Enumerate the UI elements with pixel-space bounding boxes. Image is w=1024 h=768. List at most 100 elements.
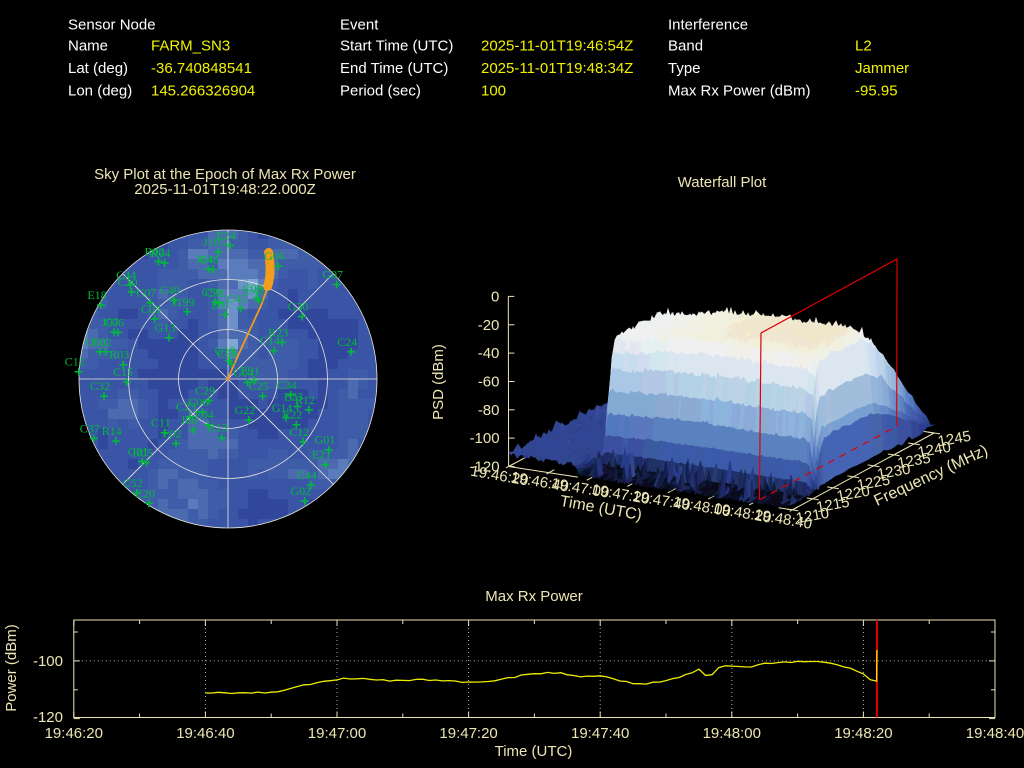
svg-text:G30: G30 [288, 300, 309, 314]
svg-text:E21: E21 [312, 448, 331, 462]
svg-text:C29: C29 [195, 384, 215, 398]
svg-text:19:48:00: 19:48:00 [703, 725, 761, 742]
svg-text:G19: G19 [215, 344, 236, 358]
svg-text:-120: -120 [33, 709, 63, 726]
svg-text:C12: C12 [65, 355, 85, 369]
svg-text:G02: G02 [290, 484, 311, 498]
svg-text:1210: 1210 [795, 505, 831, 528]
svg-text:Time (UTC): Time (UTC) [495, 743, 573, 760]
svg-text:1240: 1240 [916, 439, 952, 462]
svg-text:End Time (UTC): End Time (UTC) [340, 60, 448, 77]
svg-text:G06: G06 [264, 249, 285, 263]
svg-text:E01: E01 [211, 298, 230, 312]
svg-text:C31: C31 [205, 286, 225, 300]
svg-text:1215: 1215 [815, 494, 851, 517]
svg-text:Lon (deg): Lon (deg) [68, 83, 132, 100]
svg-text:C10: C10 [117, 275, 137, 289]
svg-text:145.266326904: 145.266326904 [151, 83, 255, 100]
svg-text:2025-11-01T19:48:22.000Z: 2025-11-01T19:48:22.000Z [134, 181, 316, 198]
svg-text:C06: C06 [188, 395, 208, 409]
svg-text:J04: J04 [196, 252, 213, 266]
svg-text:19:48:40: 19:48:40 [966, 725, 1024, 742]
svg-text:R14: R14 [102, 424, 122, 438]
svg-text:C60: C60 [86, 335, 106, 349]
svg-text:19:47:20: 19:47:20 [439, 725, 497, 742]
svg-text:19:48:20: 19:48:20 [834, 725, 892, 742]
svg-text:C45: C45 [226, 292, 246, 306]
svg-text:C03: C03 [141, 302, 161, 316]
svg-text:C20: C20 [135, 486, 155, 500]
svg-text:-95.95: -95.95 [855, 83, 898, 100]
svg-text:Band: Band [668, 38, 703, 55]
svg-text:19:47:00: 19:47:00 [308, 725, 366, 742]
svg-text:Start Time (UTC): Start Time (UTC) [340, 38, 453, 55]
svg-text:R12: R12 [295, 393, 315, 407]
svg-text:C37: C37 [80, 421, 100, 435]
svg-text:J195: J195 [203, 235, 226, 249]
svg-text:Type: Type [668, 60, 701, 77]
svg-text:Power (dBm): Power (dBm) [3, 624, 20, 712]
svg-text:Max Rx Power: Max Rx Power [485, 588, 583, 605]
svg-text:C23: C23 [176, 400, 196, 414]
svg-text:E04: E04 [194, 408, 213, 422]
svg-text:1245: 1245 [937, 428, 973, 451]
svg-text:Lat (deg): Lat (deg) [68, 60, 128, 77]
svg-text:C11: C11 [151, 416, 171, 430]
svg-text:E02: E02 [162, 427, 181, 441]
svg-text:C15: C15 [113, 365, 133, 379]
svg-text:19:46:20: 19:46:20 [45, 725, 103, 742]
svg-text:C12: C12 [289, 425, 309, 439]
svg-text:C24: C24 [337, 335, 357, 349]
svg-text:0: 0 [491, 288, 499, 305]
svg-text:C32: C32 [90, 379, 110, 393]
svg-text:J07: J07 [102, 315, 119, 329]
svg-text:G04: G04 [233, 366, 254, 380]
svg-text:E18: E18 [87, 288, 106, 302]
svg-text:Interference: Interference [668, 17, 748, 34]
svg-text:2025-11-01T19:46:54Z: 2025-11-01T19:46:54Z [481, 38, 633, 55]
svg-text:Sky Plot at the Epoch of Max R: Sky Plot at the Epoch of Max Rx Power [94, 166, 356, 183]
svg-text:C58: C58 [217, 347, 237, 361]
svg-text:G01: G01 [315, 433, 336, 447]
svg-text:1235: 1235 [896, 450, 932, 473]
svg-text:G07: G07 [322, 268, 343, 282]
svg-text:-36.740848541: -36.740848541 [151, 60, 252, 77]
svg-text:1230: 1230 [876, 461, 912, 484]
svg-text:FARM_SN3: FARM_SN3 [151, 38, 230, 55]
svg-text:C48: C48 [199, 253, 219, 267]
svg-text:100: 100 [481, 83, 506, 100]
svg-text:L2: L2 [855, 38, 872, 55]
svg-text:C44: C44 [116, 268, 136, 282]
svg-text:R23: R23 [268, 325, 288, 339]
svg-text:C02: C02 [92, 335, 112, 349]
svg-text:-100: -100 [33, 653, 63, 670]
svg-text:R03: R03 [109, 348, 129, 362]
svg-text:-100: -100 [470, 430, 500, 447]
svg-text:C44: C44 [297, 468, 317, 482]
svg-text:1220: 1220 [835, 483, 871, 506]
svg-text:C09: C09 [242, 281, 262, 295]
svg-text:-60: -60 [478, 374, 500, 391]
svg-text:R22: R22 [282, 408, 302, 422]
svg-text:PSD (dBm): PSD (dBm) [430, 344, 447, 420]
svg-text:J06: J06 [181, 413, 198, 427]
svg-text:R13: R13 [208, 421, 228, 435]
svg-text:R02: R02 [144, 245, 164, 259]
svg-text:R04: R04 [150, 246, 170, 260]
svg-text:Period (sec): Period (sec) [340, 83, 421, 100]
svg-text:E23: E23 [284, 390, 303, 404]
svg-text:E24: E24 [216, 229, 235, 243]
svg-text:G13: G13 [155, 321, 176, 335]
svg-text:-40: -40 [478, 345, 500, 362]
svg-text:G21: G21 [128, 445, 149, 459]
svg-text:19:47:40: 19:47:40 [571, 725, 629, 742]
svg-text:G22: G22 [235, 403, 256, 417]
svg-text:Name: Name [68, 38, 108, 55]
svg-text:2025-11-01T19:48:34Z: 2025-11-01T19:48:34Z [481, 60, 633, 77]
svg-text:E91: E91 [240, 364, 259, 378]
svg-text:-80: -80 [478, 402, 500, 419]
svg-text:C34: C34 [277, 378, 297, 392]
svg-text:C52: C52 [123, 476, 143, 490]
svg-text:R05: R05 [132, 446, 152, 460]
svg-text:1225: 1225 [856, 472, 892, 495]
